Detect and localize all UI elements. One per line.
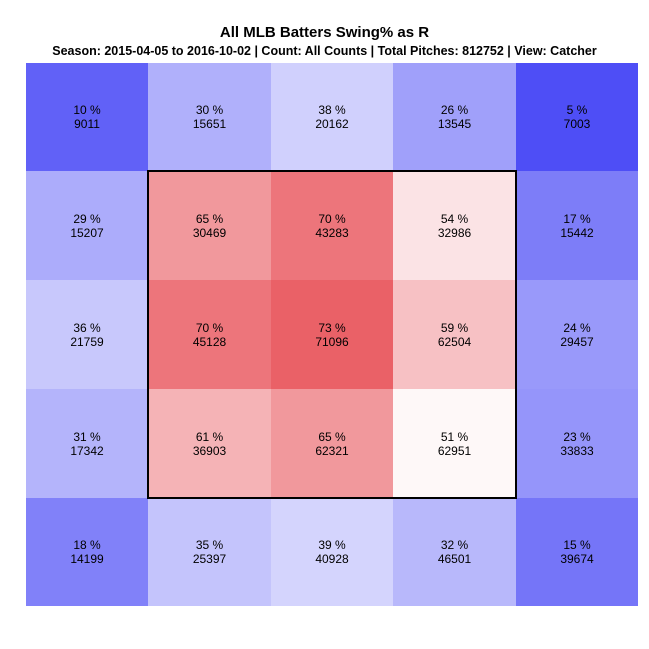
heatmap-cell: 54 % 32986 <box>393 171 516 280</box>
cell-pitch-count: 36903 <box>192 443 227 458</box>
heatmap-cell: 38 % 20162 <box>271 63 393 171</box>
cell-pitch-count: 32986 <box>437 225 472 240</box>
heatmap-cell: 29 % 15207 <box>26 171 148 280</box>
heatmap-cell: 26 % 13545 <box>393 63 516 171</box>
heatmap-cell: 32 % 46501 <box>393 498 516 606</box>
heatmap-cell: 61 % 36903 <box>148 389 271 498</box>
cell-pitch-count: 21759 <box>70 334 104 349</box>
cell-swing-pct: 26 % <box>440 103 469 117</box>
cell-pitch-count: 62504 <box>437 334 472 349</box>
heatmap-cell: 18 % 14199 <box>26 498 148 606</box>
heatmap-cell: 39 % 40928 <box>271 498 393 606</box>
heatmap-cell: 35 % 25397 <box>148 498 271 606</box>
cell-pitch-count: 45128 <box>192 334 227 349</box>
cell-swing-pct: 29 % <box>73 211 101 226</box>
heatmap-cell: 5 % 7003 <box>516 63 638 171</box>
cell-swing-pct: 17 % <box>563 211 591 226</box>
cell-pitch-count: 20162 <box>315 117 349 131</box>
cell-pitch-count: 7003 <box>563 117 591 131</box>
heatmap-cell: 59 % 62504 <box>393 280 516 389</box>
cell-pitch-count: 30469 <box>192 225 227 240</box>
heatmap-cell: 23 % 33833 <box>516 389 638 498</box>
cell-pitch-count: 15207 <box>70 225 104 240</box>
cell-swing-pct: 73 % <box>318 320 346 335</box>
cell-pitch-count: 13545 <box>437 117 472 131</box>
cell-swing-pct: 31 % <box>73 429 101 444</box>
cell-swing-pct: 18 % <box>73 538 101 552</box>
cell-pitch-count: 39674 <box>560 552 594 566</box>
cell-swing-pct: 32 % <box>440 538 469 552</box>
cell-swing-pct: 70 % <box>195 320 224 335</box>
heatmap-grid: 10 % 9011 30 % 15651 38 % 20162 26 % 13545 5 % 70… <box>26 63 638 606</box>
cell-pitch-count: 62321 <box>315 443 349 458</box>
heatmap-cell: 17 % 15442 <box>516 171 638 280</box>
heatmap-cell: 73 % 71096 <box>271 280 393 389</box>
cell-pitch-count: 29457 <box>560 334 594 349</box>
cell-swing-pct: 10 % <box>73 103 101 117</box>
cell-pitch-count: 71096 <box>315 334 349 349</box>
cell-pitch-count: 33833 <box>560 443 594 458</box>
cell-pitch-count: 43283 <box>315 225 349 240</box>
heatmap-cell: 36 % 21759 <box>26 280 148 389</box>
cell-swing-pct: 61 % <box>195 429 224 444</box>
cell-swing-pct: 51 % <box>440 429 469 444</box>
heatmap-cell: 30 % 15651 <box>148 63 271 171</box>
cell-pitch-count: 40928 <box>315 552 349 566</box>
cell-pitch-count: 15651 <box>192 117 227 131</box>
heatmap-cell: 70 % 45128 <box>148 280 271 389</box>
cell-swing-pct: 30 % <box>195 103 224 117</box>
heatmap-cell: 65 % 30469 <box>148 171 271 280</box>
cell-pitch-count: 14199 <box>70 552 104 566</box>
cell-pitch-count: 15442 <box>560 225 594 240</box>
cell-swing-pct: 24 % <box>563 320 591 335</box>
cell-swing-pct: 59 % <box>440 320 469 335</box>
cell-swing-pct: 38 % <box>318 103 346 117</box>
heatmap-cell: 51 % 62951 <box>393 389 516 498</box>
chart-title: All MLB Batters Swing% as R <box>219 24 430 41</box>
chart-subtitle: Season: 2015-04-05 to 2016-10-02 | Count… <box>52 44 597 58</box>
heatmap-cell: 24 % 29457 <box>516 280 638 389</box>
cell-pitch-count: 46501 <box>437 552 472 566</box>
heatmap-cell: 70 % 43283 <box>271 171 393 280</box>
cell-pitch-count: 17342 <box>70 443 104 458</box>
cell-swing-pct: 36 % <box>73 320 101 335</box>
cell-swing-pct: 65 % <box>318 429 346 444</box>
cell-pitch-count: 9011 <box>74 117 100 131</box>
cell-pitch-count: 62951 <box>437 443 472 458</box>
cell-swing-pct: 70 % <box>318 211 346 226</box>
heatmap-cell: 65 % 62321 <box>271 389 393 498</box>
cell-swing-pct: 39 % <box>318 538 346 552</box>
cell-swing-pct: 35 % <box>195 538 224 552</box>
heatmap-cell: 10 % 9011 <box>26 63 148 171</box>
cell-swing-pct: 54 % <box>440 211 469 226</box>
cell-pitch-count: 25397 <box>192 552 227 566</box>
cell-swing-pct: 65 % <box>195 211 224 226</box>
heatmap-cell: 15 % 39674 <box>516 498 638 606</box>
cell-swing-pct: 23 % <box>563 429 591 444</box>
cell-swing-pct: 15 % <box>563 538 591 552</box>
heatmap-cell: 31 % 17342 <box>26 389 148 498</box>
cell-swing-pct: 5 % <box>566 103 588 117</box>
